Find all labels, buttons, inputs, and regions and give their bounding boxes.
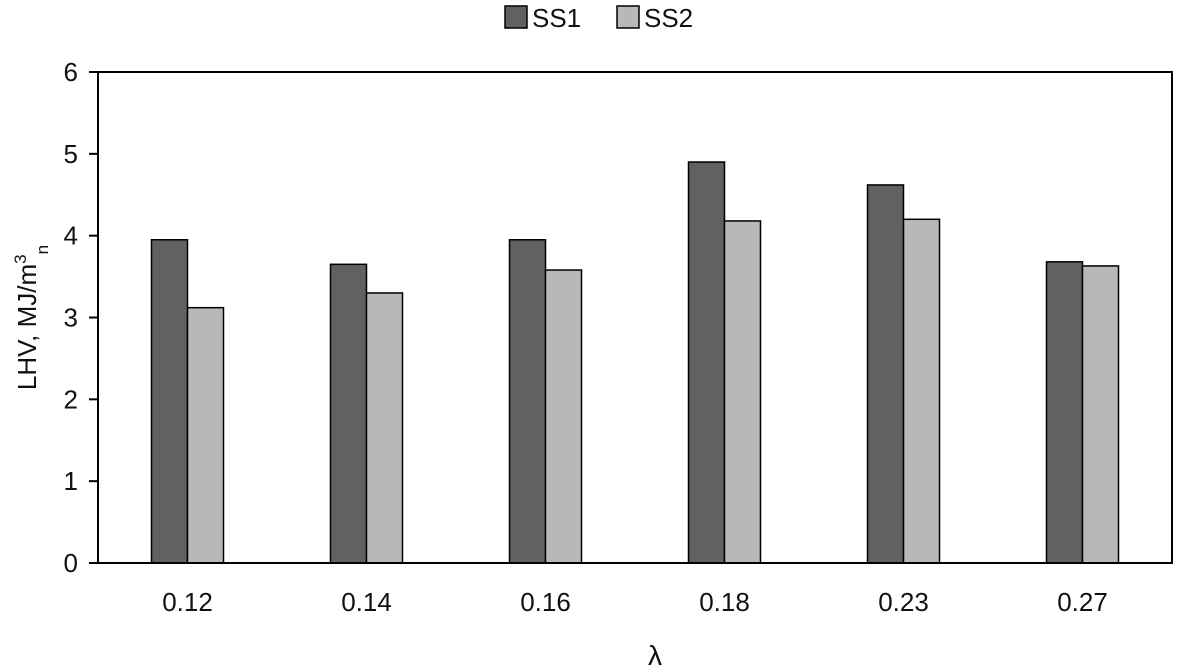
bars	[150, 161, 1120, 564]
y-tick-label: 1	[64, 466, 78, 496]
x-axis-label: λ	[648, 640, 662, 671]
y-tick-label: 0	[64, 548, 78, 578]
bar-ss1-0.18	[687, 161, 726, 564]
legend-swatch-ss2	[616, 5, 640, 29]
bar-ss1-0.12	[150, 239, 189, 564]
bar-ss1-0.14	[329, 263, 368, 564]
x-tick-label: 0.18	[699, 587, 750, 617]
y-axis-label: LHV, MJ/m3n	[11, 245, 52, 390]
x-tick-label: 0.12	[162, 587, 213, 617]
x-axis-ticks: 0.12 0.14 0.16 0.18 0.23 0.27	[162, 587, 1108, 617]
bar-ss2-0.16	[544, 269, 583, 564]
y-axis-ticks: 0 1 2 3 4 5 6	[64, 57, 98, 578]
legend-label-ss1: SS1	[532, 3, 581, 33]
plot-area-frame	[97, 71, 1173, 564]
bar-ss1-0.16	[508, 239, 547, 564]
y-axis-label-main: LHV, MJ/m	[12, 264, 42, 390]
y-tick-label: 3	[64, 303, 78, 333]
legend-swatch-ss1	[504, 5, 528, 29]
y-tick-label: 6	[64, 57, 78, 87]
bar-ss2-0.27	[1081, 265, 1120, 564]
x-tick-label: 0.27	[1057, 587, 1108, 617]
y-tick-label: 2	[64, 384, 78, 414]
x-tick-label: 0.14	[341, 587, 392, 617]
bar-ss2-0.12	[186, 306, 225, 564]
bar-ss1-0.23	[866, 184, 905, 564]
bar-ss2-0.14	[365, 292, 404, 564]
y-tick-label: 5	[64, 139, 78, 169]
y-tick-label: 4	[64, 221, 78, 251]
y-axis-label-subscript: n	[33, 245, 52, 254]
bar-ss2-0.23	[902, 218, 941, 564]
legend-label-ss2: SS2	[644, 3, 693, 33]
legend: SS1 SS2	[504, 3, 693, 33]
y-axis-label-superscript: 3	[11, 254, 30, 263]
bar-ss1-0.27	[1045, 261, 1084, 564]
x-tick-label: 0.16	[520, 587, 571, 617]
x-tick-label: 0.23	[878, 587, 929, 617]
bar-ss2-0.18	[723, 220, 762, 564]
